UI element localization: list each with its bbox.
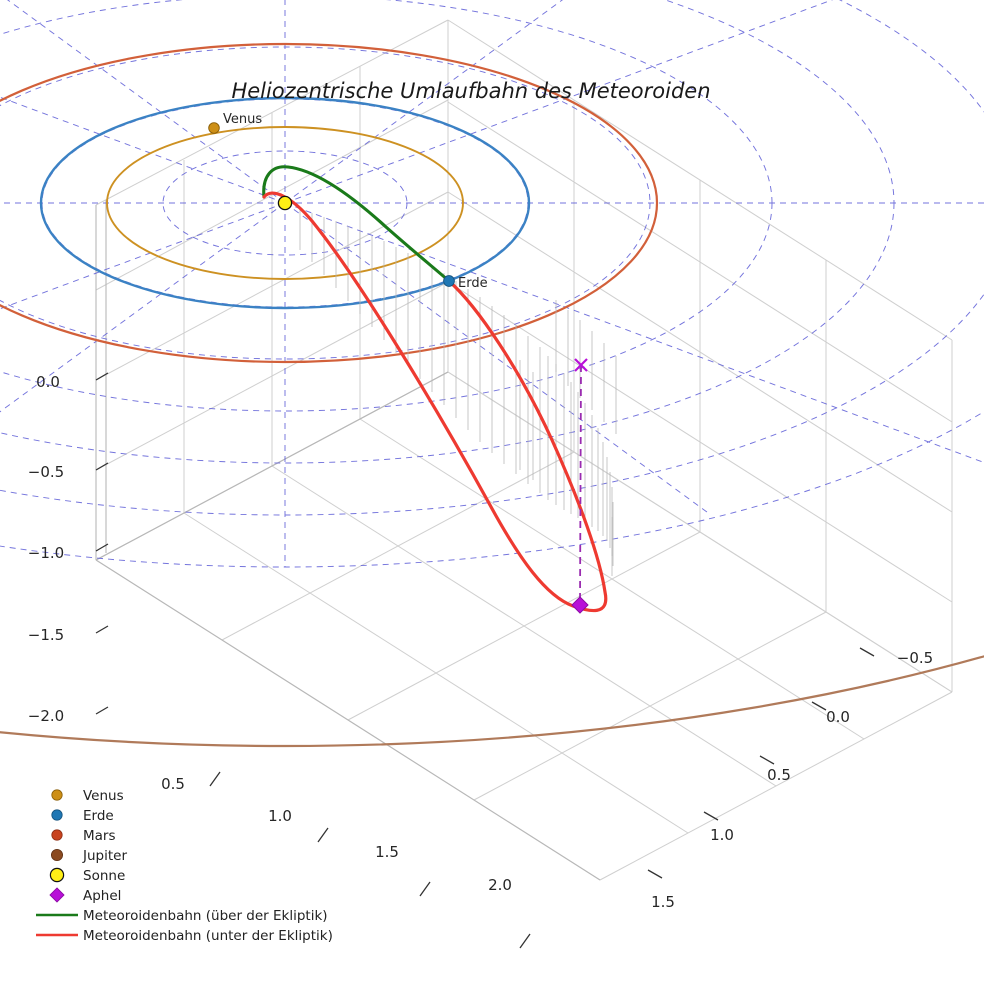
- z-tick-label-0: 0.0: [36, 373, 60, 391]
- legend-label-jupiter: Jupiter: [82, 848, 127, 864]
- x-tick-label-1: 1.0: [268, 807, 292, 825]
- aphelion-projection-line: [579, 364, 582, 606]
- legend: Venus Erde Mars Jupiter Sonne Aphel Mete…: [36, 788, 333, 944]
- meteoroid-orbit-above-ecliptic: [262, 165, 451, 283]
- legend-label-sonne: Sonne: [83, 868, 125, 884]
- z-tick-label-4: −2.0: [28, 707, 64, 725]
- legend-marker-venus: [51, 789, 63, 801]
- orbit-droplines: [299, 210, 617, 576]
- z-tick-label-1: −0.5: [28, 463, 64, 481]
- orbit-venus: [106, 126, 464, 280]
- legend-label-erde: Erde: [83, 808, 114, 824]
- y-tick-label-1: 0.0: [826, 708, 850, 726]
- axis-ticks: [95, 372, 875, 949]
- x-tick-label-0: 0.5: [161, 775, 185, 793]
- sun-marker: [277, 195, 293, 211]
- y-tick-label-3: 1.0: [710, 826, 734, 844]
- orbit-jupiter: [0, 655, 984, 747]
- y-tick-label-4: 1.5: [651, 893, 675, 911]
- meteoroid-orbit-below-ecliptic: [262, 191, 608, 613]
- orbit-earth: [39, 96, 531, 310]
- aphelion-projection-x-icon: [574, 358, 588, 372]
- legend-label-venus: Venus: [83, 788, 124, 804]
- x-tick-label-2: 1.5: [375, 843, 399, 861]
- y-tick-label-2: 0.5: [767, 766, 791, 784]
- axes-box-edges: [95, 200, 601, 881]
- legend-label-above-ecliptic: Meteoroidenbahn (über der Ekliptik): [83, 908, 328, 924]
- legend-label-aphel: Aphel: [83, 888, 121, 904]
- aphelion-marker: [571, 596, 589, 614]
- legend-marker-mars: [51, 829, 63, 841]
- z-tick-label-2: −1.0: [28, 544, 64, 562]
- planet-label-earth: Erde: [458, 276, 488, 291]
- legend-marker-jupiter: [51, 849, 64, 862]
- y-tick-label-0: −0.5: [897, 649, 933, 667]
- legend-marker-aphel: [49, 887, 65, 903]
- z-tick-label-3: −1.5: [28, 626, 64, 644]
- planet-marker-earth: [443, 275, 455, 287]
- page-title: Heliozentrische Umlaufbahn des Meteoroid…: [231, 79, 710, 103]
- legend-label-below-ecliptic: Meteoroidenbahn (unter der Ekliptik): [83, 928, 333, 944]
- legend-label-mars: Mars: [83, 828, 116, 844]
- legend-marker-erde: [51, 809, 63, 821]
- planet-label-venus: Venus: [223, 112, 262, 127]
- planet-marker-venus: [208, 122, 220, 134]
- orbit-mars: [0, 42, 658, 364]
- axes-grid: [95, 19, 953, 881]
- legend-marker-sonne: [49, 867, 65, 883]
- x-tick-label-3: 2.0: [488, 876, 512, 894]
